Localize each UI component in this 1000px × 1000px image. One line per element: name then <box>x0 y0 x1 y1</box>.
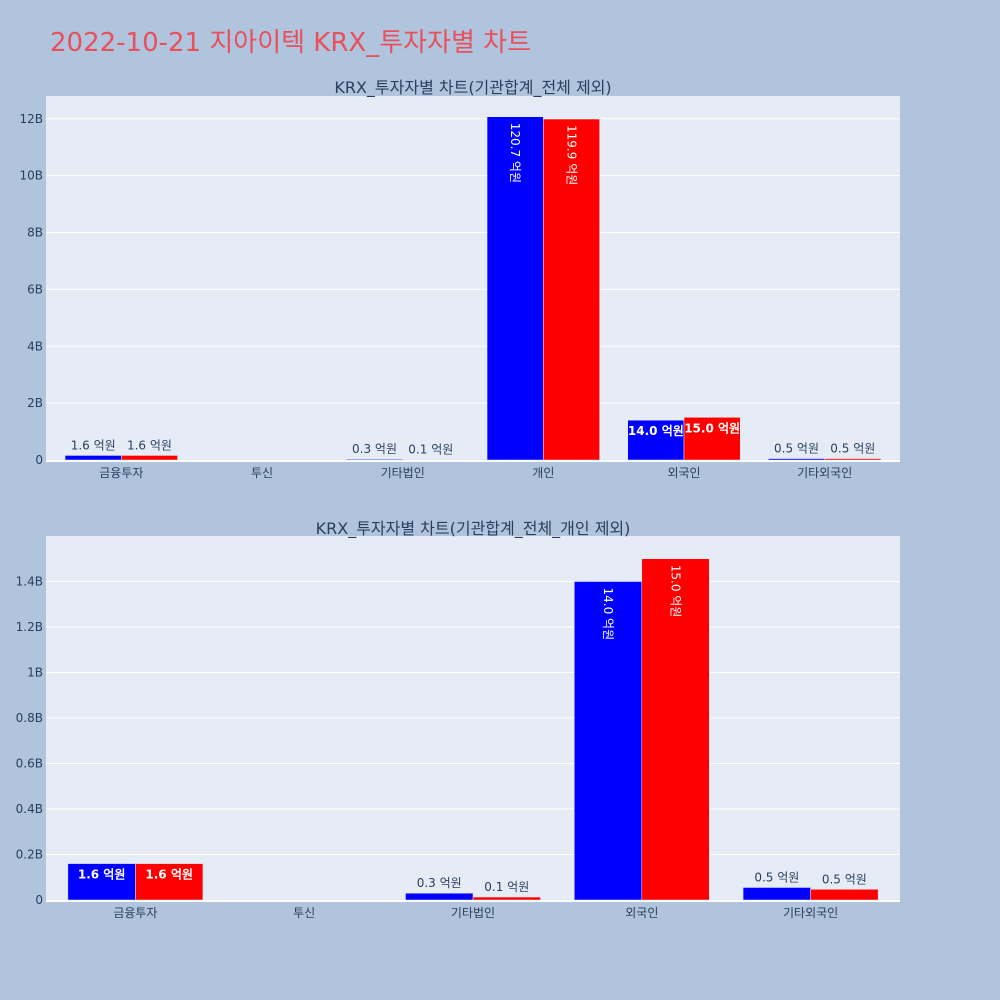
y-tick-label: 2B <box>27 396 43 410</box>
y-tick-label: 6B <box>27 282 43 296</box>
y-tick-label: 0.6B <box>16 757 43 771</box>
data-label: 1.6 억원 <box>78 868 126 882</box>
y-tick-label: 4B <box>27 339 43 353</box>
chart-title: KRX_투자자별 차트(기관합계_전체_개인 제외) <box>316 519 631 539</box>
x-tick-label: 외국인 <box>625 906 658 920</box>
x-tick-label: 기타법인 <box>451 906 495 920</box>
y-tick-label: 10B <box>19 169 43 183</box>
x-tick-label: 외국인 <box>667 466 700 480</box>
bar <box>121 455 178 461</box>
y-tick-label: 1.2B <box>16 620 43 634</box>
x-tick-label: 기타외국인 <box>783 906 838 920</box>
x-tick-label: 기타법인 <box>381 466 425 480</box>
data-label: 1.6 억원 <box>71 438 116 452</box>
data-label: 0.3 억원 <box>417 876 462 890</box>
data-label: 0.5 억원 <box>774 442 819 456</box>
chart-1: 0 2B 4B 6B 8B 10B 12B KRX_투자자별 차트(기관합계_전체 제외) 금융… <box>19 78 900 480</box>
bar <box>486 116 544 461</box>
bar <box>683 417 741 461</box>
data-label: 15.0 억원 <box>684 421 740 435</box>
data-label: 0.5 억원 <box>822 872 867 886</box>
data-label: 119.9 억원 <box>564 125 578 185</box>
x-tick-label: 투신 <box>251 466 273 480</box>
chart-title: KRX_투자자별 차트(기관합계_전체 제외) <box>334 78 611 98</box>
data-label: 14.0 억원 <box>601 588 615 641</box>
bar <box>641 558 710 901</box>
chart-2: 0 0.2B 0.4B 0.6B 0.8B 1B 1.2B 1.4B KRX_투자자별 차트(기… <box>16 519 900 920</box>
y-tick-label: 0 <box>35 893 43 907</box>
bar <box>405 892 474 901</box>
data-label: 0.3 억원 <box>352 442 397 456</box>
bar <box>627 419 685 461</box>
x-tick-label: 기타외국인 <box>797 466 852 480</box>
data-label: 0.1 억원 <box>484 880 529 894</box>
data-label: 0.5 억원 <box>754 870 799 884</box>
plot-area <box>46 96 900 460</box>
bar <box>742 887 811 901</box>
data-label: 15.0 억원 <box>669 565 683 618</box>
bar <box>472 896 541 901</box>
y-tick-label: 1.4B <box>16 575 43 589</box>
x-tick-label: 금융투자 <box>99 466 143 480</box>
y-tick-label: 0 <box>35 453 43 467</box>
bar <box>824 458 882 461</box>
y-tick-label: 8B <box>27 226 43 240</box>
page-title: 2022-10-21 지아이텍 KRX_투자자별 차트 <box>50 28 532 58</box>
data-label: 1.6 억원 <box>145 868 193 882</box>
y-tick-label: 1B <box>27 666 43 680</box>
bar <box>64 455 122 461</box>
bar <box>810 889 879 901</box>
bar <box>543 118 600 461</box>
y-tick-label: 12B <box>19 112 43 126</box>
bar <box>135 863 204 901</box>
data-label: 120.7 억원 <box>508 123 522 183</box>
x-tick-label: 개인 <box>532 466 554 480</box>
data-label: 0.5 억원 <box>830 442 875 456</box>
y-tick-label: 0.4B <box>16 802 43 816</box>
x-tick-label: 투신 <box>293 906 315 920</box>
data-label: 1.6 억원 <box>127 438 172 452</box>
data-label: 14.0 억원 <box>628 424 684 438</box>
bar <box>346 458 403 461</box>
data-label: 0.1 억원 <box>408 443 453 457</box>
y-tick-label: 0.2B <box>16 848 43 862</box>
bar <box>768 458 825 461</box>
bar <box>67 863 136 901</box>
y-tick-label: 0.8B <box>16 711 43 725</box>
x-tick-label: 금융투자 <box>113 906 157 920</box>
